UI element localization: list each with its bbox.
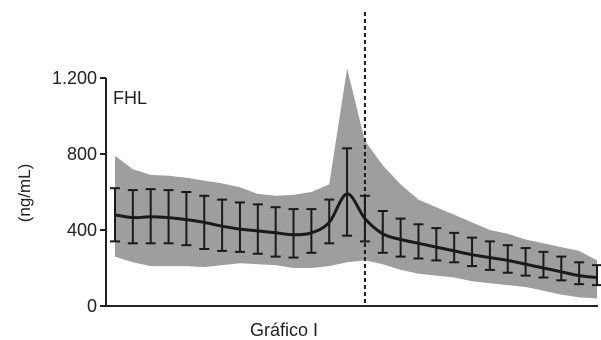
error-bar bbox=[413, 223, 424, 260]
error-bar bbox=[110, 187, 120, 243]
error-bar bbox=[252, 203, 263, 255]
error-bar bbox=[574, 261, 585, 286]
error-bar bbox=[592, 264, 601, 287]
error-bar bbox=[467, 236, 478, 268]
error-bar bbox=[342, 147, 353, 237]
error-bar bbox=[520, 247, 531, 277]
error-bar bbox=[449, 231, 460, 264]
error-bar bbox=[431, 227, 442, 262]
axes: 0 400 800 1.200 bbox=[52, 68, 598, 316]
error-bar bbox=[484, 240, 495, 271]
labels: FHL Gráfico I (ng/mL) bbox=[15, 88, 318, 340]
confidence-band-layer bbox=[115, 68, 597, 299]
y-tick-label: 800 bbox=[67, 144, 97, 164]
error-bar bbox=[234, 201, 245, 253]
error-bar bbox=[538, 250, 549, 279]
error-bar bbox=[395, 217, 406, 258]
y-axis-label: (ng/mL) bbox=[15, 164, 34, 223]
error-bar bbox=[556, 255, 567, 282]
y-tick-label: 1.200 bbox=[52, 68, 97, 88]
x-axis-label: Gráfico I bbox=[250, 320, 318, 340]
error-bar bbox=[377, 210, 388, 254]
mean-line bbox=[114, 192, 598, 279]
series-label: FHL bbox=[113, 88, 147, 108]
confidence-band bbox=[115, 68, 597, 299]
mean-line-layer bbox=[114, 192, 598, 279]
error-bar bbox=[306, 208, 317, 254]
y-tick-label: 400 bbox=[67, 220, 97, 240]
y-tick-label: 0 bbox=[87, 296, 97, 316]
